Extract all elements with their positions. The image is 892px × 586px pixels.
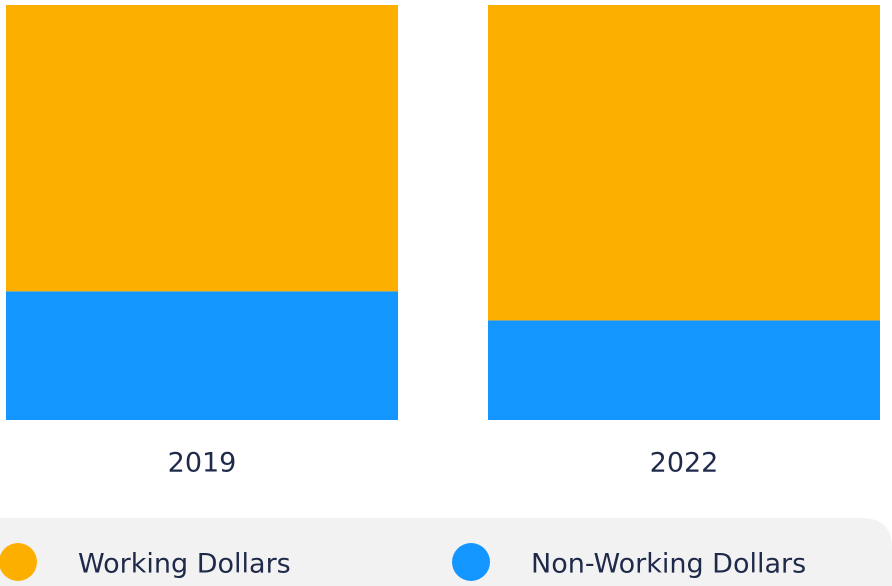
bar-segment	[6, 5, 398, 292]
legend-swatch	[0, 543, 37, 581]
bar-segment	[488, 320, 880, 420]
x-tick-label: 2019	[168, 448, 237, 479]
legend-swatch	[452, 543, 490, 581]
x-tick-label: 2022	[650, 448, 719, 479]
bar-segment	[488, 5, 880, 321]
legend-label: Working Dollars	[78, 549, 291, 580]
legend-label: Non-Working Dollars	[531, 549, 806, 580]
bar-segment	[6, 291, 398, 420]
legend-panel	[0, 518, 892, 586]
